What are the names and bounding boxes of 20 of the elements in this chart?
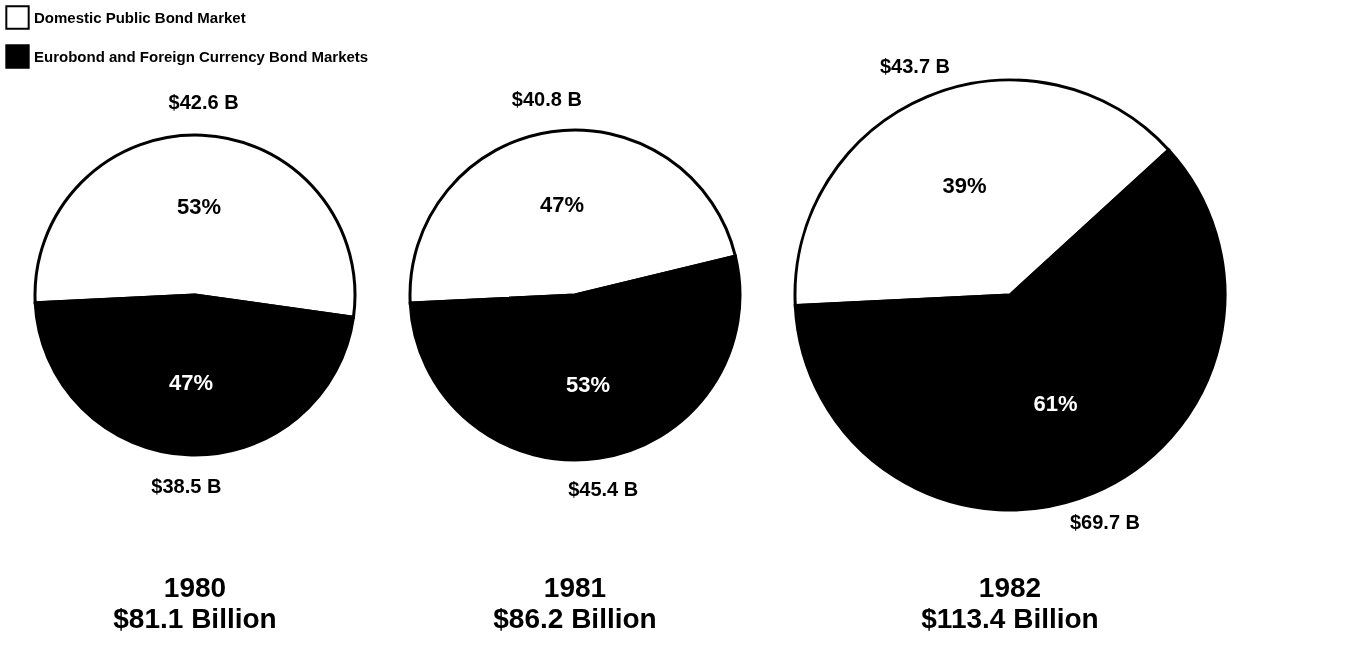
text: 1981 <box>543 572 607 603</box>
legend-label: Eurobond and Foreign Currency Bond Markets <box>34 47 369 65</box>
text: 1982 <box>978 572 1042 603</box>
text: $113.4 Billion <box>921 603 1099 634</box>
data-label: 47% <box>540 192 585 218</box>
text: $38.5 B <box>151 474 222 497</box>
data-label: 53% <box>565 371 610 397</box>
text: $42.6 B <box>168 91 239 114</box>
data-label: 47% <box>169 369 214 395</box>
text: $81.1 Billion <box>113 603 277 634</box>
data-label: 61% <box>1033 391 1078 417</box>
text: $86.2 Billion <box>493 603 657 634</box>
text: 1980 <box>163 572 227 603</box>
text: $69.7 B <box>1069 511 1141 533</box>
data-label: 39% <box>942 172 987 198</box>
legend-label: Domestic Public Bond Market <box>34 8 246 26</box>
text: $43.7 B <box>879 55 951 77</box>
text: $45.4 B <box>568 477 639 500</box>
data-label: 53% <box>176 194 221 220</box>
text: $40.8 B <box>511 88 582 111</box>
